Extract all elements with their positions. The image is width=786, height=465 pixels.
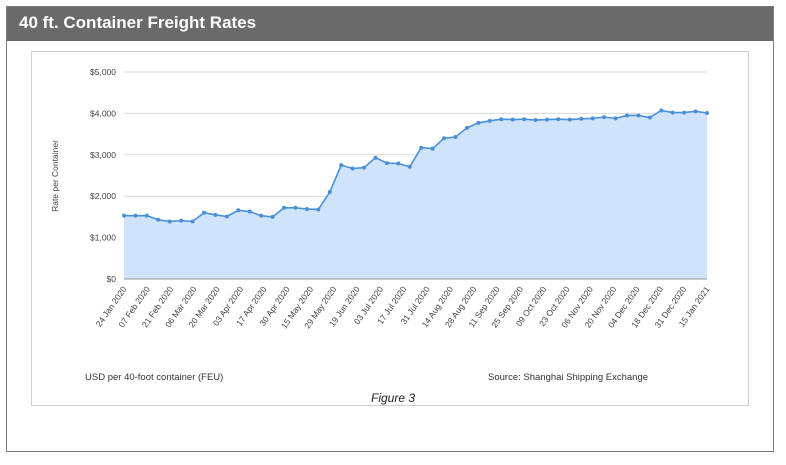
area-fill [124,110,707,279]
data-point [270,214,275,219]
data-point [476,120,481,125]
page-title: 40 ft. Container Freight Rates [19,13,257,32]
data-point [556,117,561,122]
data-point [430,146,435,151]
y-tick-label: $4,000 [90,108,116,118]
source-note: Source: Shanghai Shipping Exchange [488,372,649,383]
y-tick-label: $2,000 [90,191,116,201]
data-point [419,145,424,150]
data-point [602,115,607,120]
data-point [659,108,664,113]
data-point [567,117,572,122]
data-point [647,115,652,120]
data-point [304,207,309,212]
data-point [442,136,447,141]
data-point [202,210,207,215]
y-tick-label: $3,000 [90,150,116,160]
data-point [144,213,149,218]
y-tick-label: $1,000 [90,233,116,243]
data-point [213,212,218,217]
data-point [339,163,344,168]
data-point [133,213,138,218]
header-bar: 40 ft. Container Freight Rates [7,7,773,41]
data-point [179,218,184,223]
data-point [670,110,675,115]
data-point [533,118,538,123]
data-point [236,208,241,213]
data-point [682,110,687,115]
data-point [453,134,458,139]
data-point [259,213,264,218]
data-point [282,205,287,210]
y-tick-label: $0 [107,274,117,284]
data-point [350,166,355,171]
data-point [579,116,584,121]
data-point [499,117,504,122]
data-point [190,219,195,224]
data-point [510,117,515,122]
data-point [384,161,389,166]
data-point [544,117,549,122]
data-point [624,113,629,118]
data-point [167,219,172,224]
data-point [693,109,698,114]
data-point [373,155,378,160]
data-point [316,207,321,212]
data-point [705,110,709,115]
figure-caption: Figure 3 [370,391,416,405]
unit-note: USD per 40-foot container (FEU) [85,372,224,383]
data-point [590,116,595,121]
series-line [124,109,708,223]
data-point [407,164,412,169]
data-point [293,205,298,210]
data-point [613,116,618,121]
data-point [487,118,492,123]
data-point [122,213,126,218]
data-point [396,161,401,166]
data-point [247,209,252,214]
data-point [327,190,332,195]
data-point [636,113,641,118]
data-point [362,165,367,170]
data-point [224,214,229,219]
data-point [464,125,469,130]
y-axis-label: Rate per Container [50,140,60,212]
data-point [522,117,527,122]
y-tick-label: $5,000 [90,67,116,77]
data-point [156,217,161,222]
